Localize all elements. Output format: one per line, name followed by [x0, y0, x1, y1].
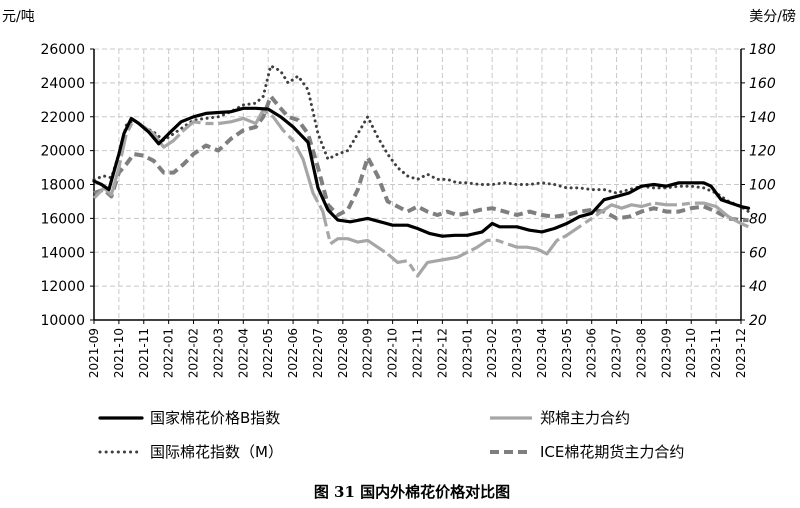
left-y-tick-label: 24000 — [40, 76, 85, 92]
left-y-tick-label: 22000 — [40, 110, 85, 126]
right-y-tick-label: 40 — [749, 279, 767, 295]
right-y-tick-label: 160 — [749, 76, 776, 92]
x-tick-label: 2023-10 — [684, 328, 698, 378]
legend-label-3: ICE棉花期货主力合约 — [540, 443, 684, 461]
right-y-tick-label: 140 — [749, 110, 776, 126]
series-lines — [92, 64, 751, 278]
x-tick-label: 2022-02 — [187, 328, 201, 378]
x-tick-label: 2021-10 — [112, 328, 126, 378]
x-tick-label: 2022-09 — [361, 328, 375, 378]
series-line-2 — [92, 64, 750, 214]
left-axis-unit: 元/吨 — [2, 9, 35, 25]
x-tick-label: 2021-11 — [137, 328, 151, 378]
right-y-tick-label: 100 — [749, 178, 776, 194]
left-y-tick-label: 14000 — [40, 245, 85, 261]
legend-label-0: 国家棉花价格B指数 — [150, 409, 280, 427]
legend-label-2: 国际棉花指数（M） — [150, 443, 283, 461]
series-line-1 — [92, 108, 750, 278]
right-y-tick-label: 80 — [749, 211, 767, 227]
left-y-tick-labels: 10000 12000 14000 16000 18000 20000 22000 24000… — [40, 42, 85, 329]
x-tick-label: 2023-04 — [535, 328, 549, 378]
x-tick-label: 2022-06 — [286, 328, 300, 378]
x-tick-label: 2022-01 — [162, 328, 176, 378]
left-y-tick-label: 20000 — [40, 144, 85, 160]
x-tick-label: 2023-09 — [659, 328, 673, 378]
x-tick-label: 2023-03 — [510, 328, 524, 378]
right-y-tick-label: 120 — [749, 144, 776, 160]
x-tick-label: 2022-05 — [261, 328, 275, 378]
x-tick-label: 2023-01 — [460, 328, 474, 378]
x-tick-label: 2022-11 — [411, 328, 425, 378]
x-tick-label: 2023-08 — [634, 328, 648, 378]
x-tick-label: 2022-03 — [211, 328, 225, 378]
x-tick-label: 2023-02 — [485, 328, 499, 378]
left-y-tick-label: 10000 — [40, 313, 85, 329]
left-y-tick-label: 12000 — [40, 279, 85, 295]
series-line-3 — [93, 94, 749, 223]
right-y-tick-label: 180 — [749, 42, 776, 58]
x-tick-label: 2022-07 — [311, 328, 325, 378]
left-y-tick-label: 18000 — [40, 178, 85, 194]
x-tick-label: 2023-07 — [610, 328, 624, 378]
x-tick-label: 2021-09 — [87, 328, 101, 378]
right-axis-unit: 美分/磅 — [749, 8, 796, 25]
left-y-tick-label: 26000 — [40, 42, 85, 58]
x-tick-labels: 2021-09 2021-10 2021-11 2022-01 2022-02 2022-… — [87, 328, 748, 378]
x-tick-label: 2023-06 — [585, 328, 599, 378]
x-tick-label: 2022-10 — [386, 328, 400, 378]
legend-label-1: 郑棉主力合约 — [540, 409, 630, 427]
x-tick-label: 2022-04 — [236, 328, 250, 378]
left-y-tick-label: 16000 — [40, 211, 85, 227]
x-tick-label: 2023-12 — [734, 328, 748, 378]
right-y-tick-label: 20 — [749, 313, 767, 329]
x-tick-label: 2023-05 — [560, 328, 574, 378]
x-tick-label: 2023-11 — [709, 328, 723, 378]
right-y-tick-label: 60 — [749, 245, 767, 261]
series-line-0 — [92, 106, 751, 238]
axes — [90, 48, 745, 324]
x-tick-label: 2022-08 — [336, 328, 350, 378]
figure-caption: 图 31 国内外棉花价格对比图 — [314, 483, 510, 501]
right-y-tick-labels: 20 40 60 80 100 120 140 160 180 — [749, 42, 776, 329]
x-tick-label: 2022-12 — [435, 328, 449, 378]
